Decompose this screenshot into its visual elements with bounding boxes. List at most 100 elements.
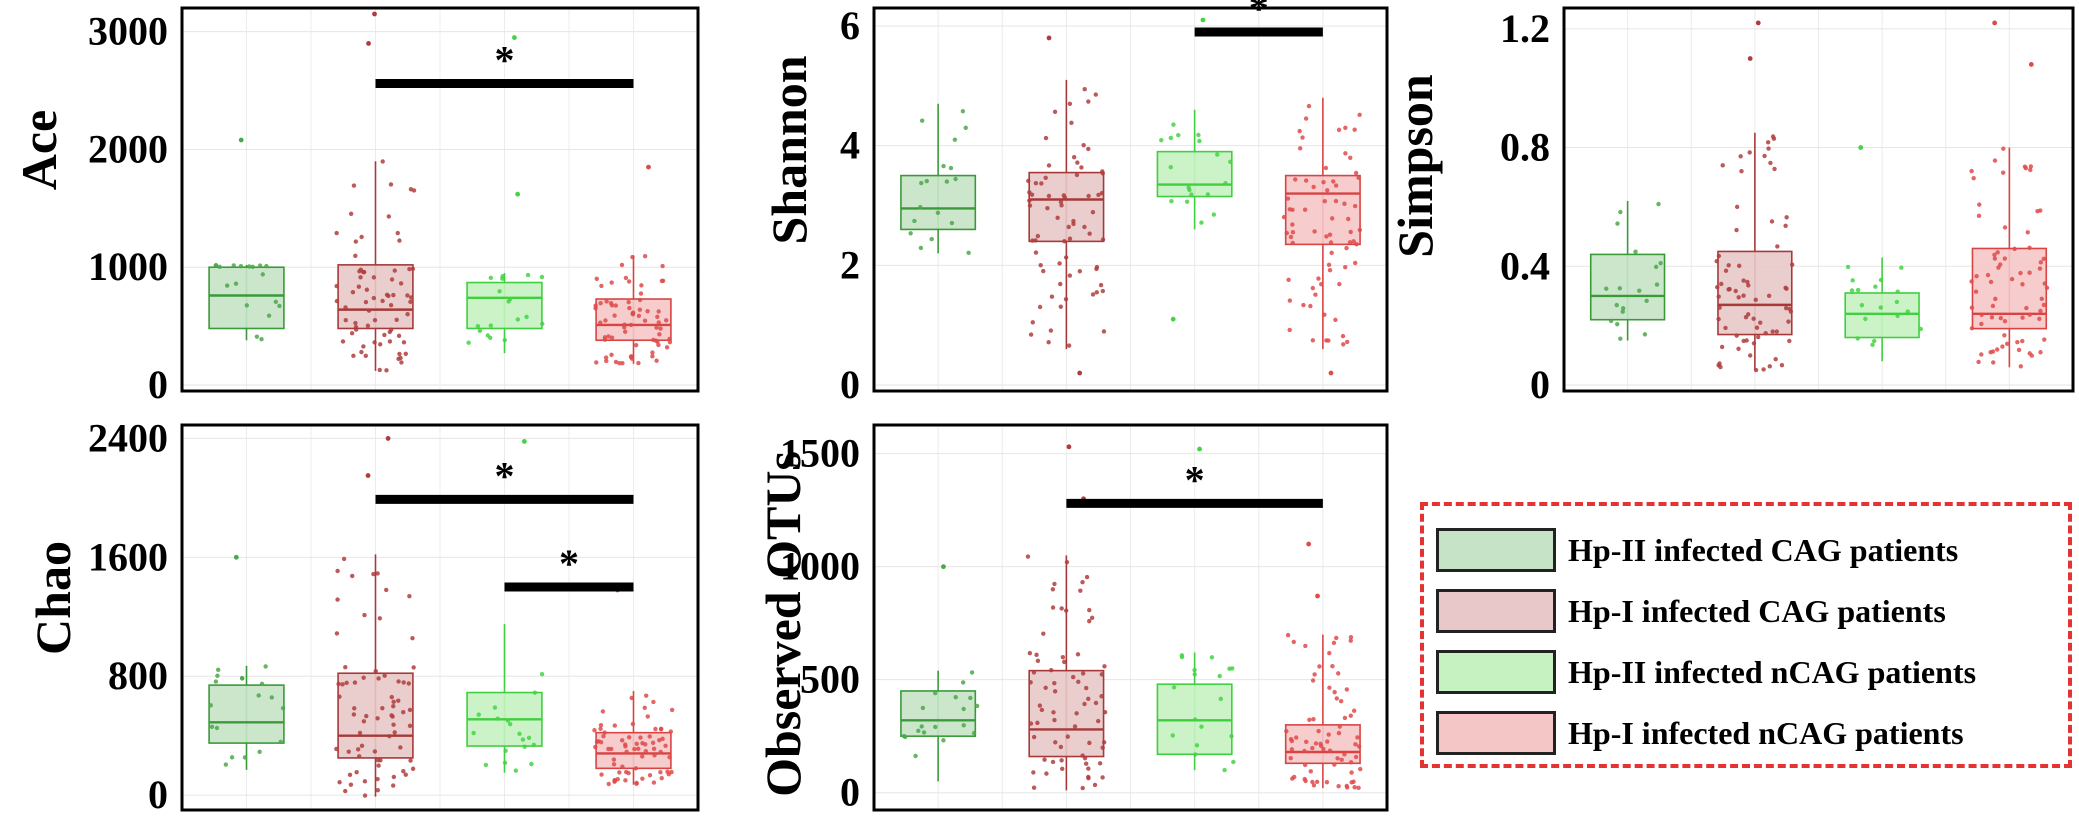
- data-point: [1327, 650, 1332, 656]
- data-point: [1746, 283, 1751, 288]
- data-point: [1336, 783, 1341, 789]
- data-point: [948, 165, 954, 171]
- data-point: [626, 770, 631, 776]
- data-point: [1093, 92, 1098, 97]
- data-point: [1094, 290, 1099, 295]
- data-point: [663, 743, 668, 748]
- data-point: [359, 234, 364, 240]
- data-point: [1285, 632, 1291, 638]
- data-point: [1302, 762, 1308, 768]
- data-point: [340, 682, 345, 687]
- data-point: [1336, 730, 1342, 736]
- data-point: [2027, 351, 2032, 356]
- data-point: [392, 730, 397, 735]
- data-point: [1302, 748, 1307, 754]
- data-point: [1052, 680, 1057, 686]
- data-point: [410, 636, 415, 641]
- data-point: [2038, 260, 2044, 265]
- data-point: [1321, 746, 1326, 752]
- data-point: [1287, 327, 1292, 333]
- data-point: [1348, 638, 1353, 643]
- data-point: [1741, 293, 1746, 298]
- data-point: [408, 299, 413, 305]
- data-point: [353, 327, 359, 332]
- data-point: [1969, 168, 1974, 174]
- data-point: [592, 728, 597, 733]
- data-point: [1066, 224, 1071, 230]
- data-point: [650, 354, 655, 359]
- data-point: [1100, 288, 1106, 294]
- data-point: [655, 314, 660, 320]
- data-point: [1341, 342, 1346, 347]
- data-point: [1193, 752, 1198, 757]
- data-point: [1086, 99, 1091, 104]
- data-point: [630, 312, 636, 317]
- data-point: [2027, 312, 2032, 317]
- data-point: [1327, 267, 1333, 273]
- significance-star: *: [1249, 0, 1269, 31]
- data-point: [668, 729, 674, 734]
- data-point: [1318, 743, 1324, 749]
- data-point: [1348, 229, 1353, 235]
- data-point: [1894, 299, 1900, 305]
- data-point: [651, 699, 656, 705]
- data-point: [1087, 231, 1092, 236]
- data-point: [1995, 347, 2000, 352]
- data-point: [1046, 193, 1052, 199]
- data-point: [1310, 678, 1316, 683]
- data-point: [1768, 160, 1773, 166]
- data-point: [593, 744, 598, 750]
- data-point: [1323, 165, 1329, 171]
- data-point: [1608, 318, 1614, 324]
- data-point: [623, 778, 628, 783]
- data-point: [1314, 779, 1320, 785]
- data-point: [372, 318, 378, 323]
- data-point: [257, 263, 263, 268]
- data-point: [654, 325, 659, 330]
- data-point: [1300, 135, 1305, 140]
- data-point: [1985, 272, 1991, 278]
- data-point: [466, 340, 471, 345]
- legend: Hp-II infected CAG patients Hp-I infecte…: [1420, 502, 2072, 768]
- data-point: [485, 333, 491, 338]
- data-point: [403, 772, 408, 777]
- significance-star: *: [495, 453, 515, 498]
- data-point: [371, 275, 377, 280]
- data-point: [1770, 134, 1776, 139]
- data-point: [1100, 237, 1106, 242]
- data-point: [1043, 135, 1049, 141]
- data-point: [1738, 154, 1743, 159]
- y-axis-label: Shannon: [761, 55, 817, 244]
- data-point: [1329, 216, 1335, 221]
- data-point: [224, 283, 230, 288]
- data-point: [1311, 783, 1317, 788]
- data-point: [1979, 321, 1984, 327]
- box: [1284, 174, 1361, 246]
- data-point: [1025, 554, 1031, 559]
- data-point: [366, 308, 372, 313]
- data-point: [624, 749, 629, 755]
- data-point: [1755, 334, 1761, 340]
- data-point: [1744, 338, 1749, 343]
- data-point: [351, 183, 357, 188]
- data-point: [933, 690, 938, 696]
- data-point: [1288, 234, 1294, 240]
- box: [208, 684, 285, 744]
- data-point: [611, 757, 617, 762]
- data-point: [2002, 225, 2008, 230]
- data-point: [513, 768, 519, 773]
- data-point: [1087, 618, 1092, 624]
- data-point: [1159, 138, 1164, 143]
- data-point: [1308, 769, 1313, 774]
- data-point: [396, 679, 401, 684]
- data-point: [1074, 711, 1079, 716]
- plot-frame: [872, 6, 1389, 393]
- data-point: [259, 681, 265, 687]
- data-point: [1086, 146, 1091, 152]
- data-point: [1062, 239, 1067, 244]
- data-point: [1325, 188, 1330, 193]
- outlier-point: [646, 164, 651, 170]
- data-point: [1758, 320, 1763, 325]
- data-point: [2009, 276, 2015, 282]
- data-point: [1209, 655, 1215, 660]
